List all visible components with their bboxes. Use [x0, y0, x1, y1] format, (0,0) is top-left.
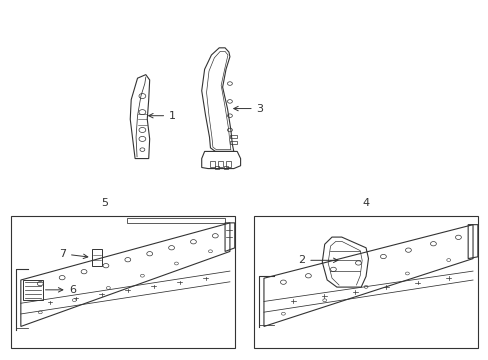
Text: 5: 5	[102, 198, 108, 208]
Bar	[229, 135, 237, 138]
Bar	[11, 216, 234, 348]
Bar	[91, 249, 102, 266]
Bar	[218, 161, 223, 167]
Text: 3: 3	[233, 104, 263, 113]
Text: 2: 2	[298, 255, 337, 265]
Text: 1: 1	[148, 111, 176, 121]
Text: 6: 6	[45, 285, 76, 295]
Text: 4: 4	[362, 198, 369, 208]
Text: 7: 7	[59, 249, 88, 259]
Bar	[224, 166, 227, 168]
Bar	[210, 161, 215, 167]
Bar	[23, 280, 42, 300]
Bar	[254, 216, 477, 348]
Bar	[229, 141, 237, 144]
Bar	[215, 166, 219, 168]
Bar	[225, 161, 230, 167]
